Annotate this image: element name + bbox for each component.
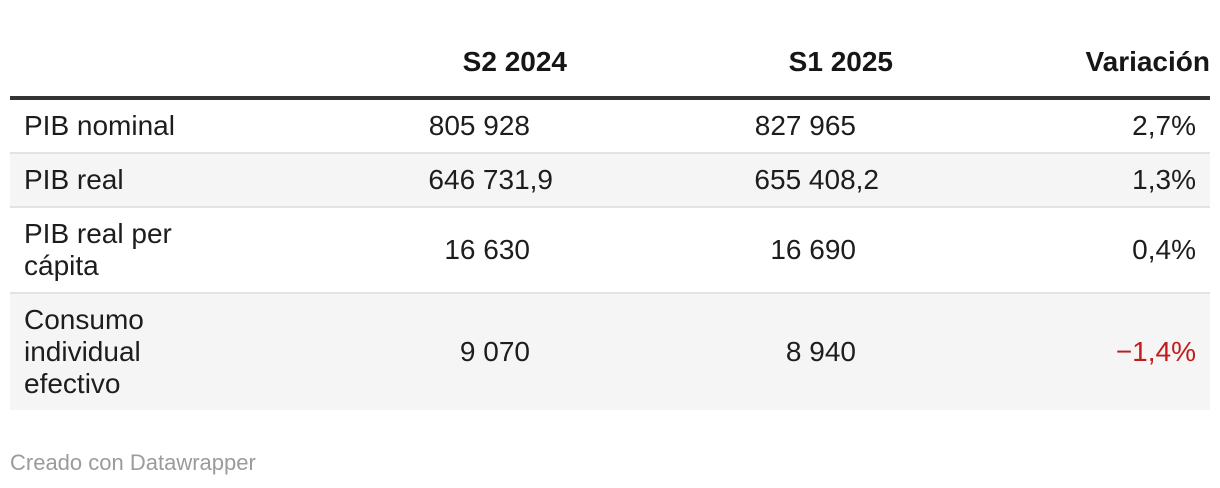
table-body: PIB nominal 805 928 827 965 2,7% PIB real 646… [10,98,1210,410]
cell-value: 827 965 [754,110,856,141]
cell-value: 2,7% [1132,110,1196,141]
datawrapper-table-embed: S2 2024 S1 2025 Variación PIB nominal 805 9… [10,28,1210,475]
cell-value: 8 940 [785,336,856,367]
cell-value: −1,4% [1115,336,1196,367]
value-cell: 827 965 [567,98,893,153]
value-cell: 8 940 [567,293,893,410]
row-label-cell: PIB real [24,164,124,195]
decimal-align-spacer [530,360,553,361]
decimal-align-spacer [856,360,879,361]
column-header: S1 2025 [788,46,893,77]
value-cell: 9 070 [210,293,567,410]
variation-cell: 1,3% [893,153,1210,207]
table-row: PIB real 646 731,9 655 408,2 1,3% [10,153,1210,207]
table-row: Consumo individual efectivo 9 070 8 940 −1,… [10,293,1210,410]
variation-cell: −1,4% [893,293,1210,410]
variation-cell: 2,7% [893,98,1210,153]
row-label-cell: Consumo individual efectivo [24,304,144,399]
cell-value: 9 070 [459,336,530,367]
cell-value: 805 928 [428,110,530,141]
cell-value: 646 731,9 [428,164,553,195]
cell-value: 16 690 [770,234,856,265]
table-row: PIB real per cápita 16 630 16 690 0,4% [10,207,1210,293]
column-header [10,28,210,98]
datawrapper-credit-link[interactable]: Creado con Datawrapper [10,450,256,475]
value-cell: 655 408,2 [567,153,893,207]
column-header: Variación [1085,46,1210,77]
decimal-align-spacer [530,134,553,135]
cell-value: 1,3% [1132,164,1196,195]
value-cell: 16 690 [567,207,893,293]
data-table: S2 2024 S1 2025 Variación PIB nominal 805 9… [10,28,1210,410]
column-header: S2 2024 [462,46,567,77]
value-cell: 805 928 [210,98,567,153]
decimal-align-spacer [856,134,879,135]
table-row: PIB nominal 805 928 827 965 2,7% [10,98,1210,153]
value-cell: 16 630 [210,207,567,293]
cell-value: 655 408,2 [754,164,879,195]
header-row: S2 2024 S1 2025 Variación [10,28,1210,98]
variation-cell: 0,4% [893,207,1210,293]
cell-value: 16 630 [444,234,530,265]
value-cell: 646 731,9 [210,153,567,207]
table-header: S2 2024 S1 2025 Variación [10,28,1210,98]
row-label-cell: PIB nominal [24,110,175,141]
decimal-align-spacer [530,258,553,259]
cell-value: 0,4% [1132,234,1196,265]
decimal-align-spacer [856,258,879,259]
row-label-cell: PIB real per cápita [24,218,172,281]
